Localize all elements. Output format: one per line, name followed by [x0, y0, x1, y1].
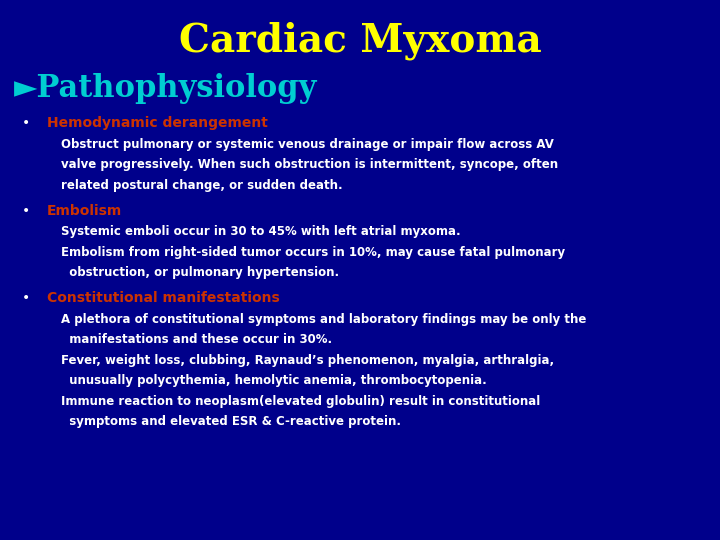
Text: symptoms and elevated ESR & C-reactive protein.: symptoms and elevated ESR & C-reactive p… — [61, 415, 401, 428]
Text: unusually polycythemia, hemolytic anemia, thrombocytopenia.: unusually polycythemia, hemolytic anemia… — [61, 374, 487, 387]
Text: ►Pathophysiology: ►Pathophysiology — [14, 73, 318, 104]
Text: •: • — [22, 116, 30, 130]
Text: Embolism from right-sided tumor occurs in 10%, may cause fatal pulmonary: Embolism from right-sided tumor occurs i… — [61, 246, 565, 259]
Text: Hemodynamic derangement: Hemodynamic derangement — [47, 116, 268, 130]
Text: •: • — [22, 291, 30, 305]
Text: A plethora of constitutional symptoms and laboratory findings may be only the: A plethora of constitutional symptoms an… — [61, 313, 587, 326]
Text: Constitutional manifestations: Constitutional manifestations — [47, 291, 279, 305]
Text: Obstruct pulmonary or systemic venous drainage or impair flow across AV: Obstruct pulmonary or systemic venous dr… — [61, 138, 554, 151]
Text: Immune reaction to neoplasm(elevated globulin) result in constitutional: Immune reaction to neoplasm(elevated glo… — [61, 395, 541, 408]
Text: Fever, weight loss, clubbing, Raynaud’s phenomenon, myalgia, arthralgia,: Fever, weight loss, clubbing, Raynaud’s … — [61, 354, 554, 367]
Text: related postural change, or sudden death.: related postural change, or sudden death… — [61, 179, 343, 192]
Text: Systemic emboli occur in 30 to 45% with left atrial myxoma.: Systemic emboli occur in 30 to 45% with … — [61, 225, 461, 238]
Text: obstruction, or pulmonary hypertension.: obstruction, or pulmonary hypertension. — [61, 266, 339, 279]
Text: valve progressively. When such obstruction is intermittent, syncope, often: valve progressively. When such obstructi… — [61, 158, 558, 171]
Text: manifestations and these occur in 30%.: manifestations and these occur in 30%. — [61, 333, 333, 346]
Text: •: • — [22, 204, 30, 218]
Text: Embolism: Embolism — [47, 204, 122, 218]
Text: Cardiac Myxoma: Cardiac Myxoma — [179, 22, 541, 60]
